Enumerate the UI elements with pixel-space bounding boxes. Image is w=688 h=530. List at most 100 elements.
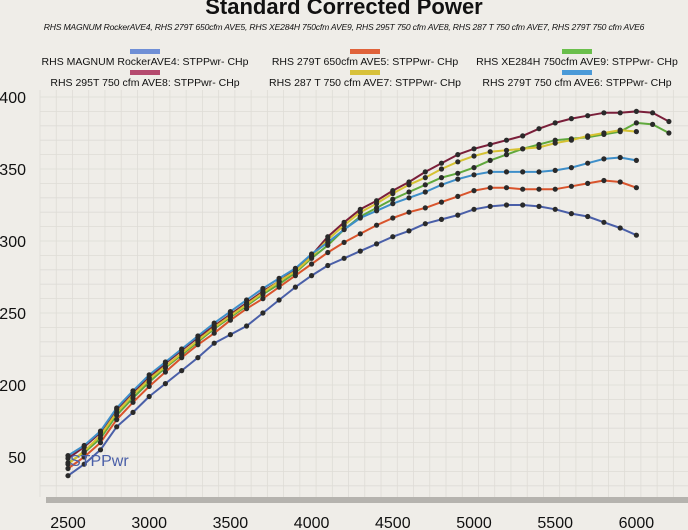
series-line-2 [67,121,670,464]
data-point-1 [211,330,217,336]
data-point-1 [357,231,363,237]
data-point-5 [309,251,315,257]
x-tick-label: 3000 [131,515,167,530]
data-point-4 [617,127,623,133]
data-point-4 [390,190,396,197]
data-point-5 [617,154,623,161]
legend-label-ave7: RHS 287 T 750 cfm AVE7: STPPwr- CHp [269,77,461,89]
data-point-0 [309,273,315,279]
data-point-2 [633,120,640,126]
data-point-2 [650,121,656,127]
legend-label-ave6: RHS 279T 750 cfm AVE6: STPPwr- CHp [482,77,672,89]
data-point-2 [471,165,477,171]
data-point-5 [422,189,428,195]
data-point-1 [520,186,526,192]
data-point-5 [552,167,558,173]
series-line-1 [67,179,637,470]
x-tick-label: 5000 [456,515,492,530]
legend-swatch-ave5 [350,49,380,54]
data-point-1 [97,440,104,446]
data-point-4 [357,209,363,215]
data-point-5 [503,169,510,175]
data-point-0 [455,212,461,218]
data-point-1 [341,239,347,245]
data-point-3 [487,141,493,148]
data-point-1 [633,185,640,191]
series-line-0 [67,204,637,477]
data-point-0 [227,332,233,338]
y-tick-label: 250 [0,306,26,323]
data-point-1 [81,454,87,460]
data-point-5 [114,405,120,411]
data-point-5 [438,182,445,188]
data-point-0 [162,381,168,387]
y-axis-ticks: 400 350 300 250 200 50 [0,90,26,467]
legend-item-ave6: RHS 279T 750 cfm AVE6: STPPwr- CHp [470,70,684,89]
data-point-5 [227,309,233,315]
data-point-3 [503,137,510,143]
data-point-1 [325,249,331,256]
data-point-5 [195,333,201,339]
series-lines [67,110,670,477]
x-tick-label: 5500 [537,515,573,530]
data-point-5 [568,165,575,171]
data-point-3 [438,160,445,166]
data-point-5 [471,172,477,178]
x-tick-label: 4000 [294,515,330,530]
data-point-4 [422,175,428,181]
legend-swatch-ave4 [130,49,160,54]
data-point-1 [130,399,136,405]
data-point-4 [585,133,591,139]
data-point-1 [536,186,542,192]
data-point-0 [65,473,71,479]
data-point-5 [520,169,526,175]
data-point-1 [260,296,266,302]
series-line-5 [67,156,637,457]
data-point-0 [179,368,185,374]
data-point-3 [471,146,477,152]
data-point-4 [552,140,558,146]
data-point-4 [114,409,120,415]
data-point-4 [162,363,168,369]
legend-label-ave5: RHS 279T 650cfm AVE5: STPPwr- CHp [271,56,459,68]
data-point-0 [244,323,250,329]
data-point-5 [536,169,542,175]
data-point-4 [97,432,104,438]
data-point-0 [601,219,607,225]
data-point-0 [97,447,104,453]
data-point-0 [568,211,575,217]
x-tick-label: 4500 [375,515,411,530]
data-point-4 [81,448,87,454]
series-markers [65,108,672,479]
x-tick-label: 3500 [213,515,249,530]
data-point-0 [552,206,558,212]
data-point-4 [146,376,152,382]
data-point-5 [601,156,607,162]
legend-swatch-ave8 [130,70,160,75]
data-point-1 [146,383,152,389]
data-point-0 [325,262,331,269]
data-point-5 [633,157,640,163]
legend-swatch-ave7 [350,70,380,75]
data-point-0 [276,297,282,303]
chart-subtitle: RHS MAGNUM RockerAVE4, RHS 279T 650cfm A… [43,22,645,32]
legend-item-ave4: RHS MAGNUM RockerAVE4: STPPwr- CHp [30,49,260,68]
data-point-4 [244,301,250,307]
data-point-4 [601,130,607,136]
data-point-1 [374,222,380,228]
legend-item-ave8: RHS 295T 750 cfm AVE8: STPPwr- CHp [30,70,260,89]
data-point-1 [65,465,71,472]
data-point-1 [390,215,396,221]
legend-item-ave9: RHS XE284H 750cfm AVE9: STPPwr- CHp [470,49,684,68]
legend-label-ave8: RHS 295T 750 cfm AVE8: STPPwr- CHp [50,77,240,89]
data-point-5 [374,208,380,214]
data-point-0 [260,310,266,316]
legend-item-ave7: RHS 287 T 750 cfm AVE7: STPPwr- CHp [250,70,480,89]
data-point-5 [162,359,168,365]
data-point-4 [130,392,136,398]
data-point-2 [503,152,510,158]
legend-label-ave4: RHS MAGNUM RockerAVE4: STPPwr- CHp [41,56,249,68]
y-tick-label: 350 [0,162,26,179]
data-point-0 [487,203,493,209]
